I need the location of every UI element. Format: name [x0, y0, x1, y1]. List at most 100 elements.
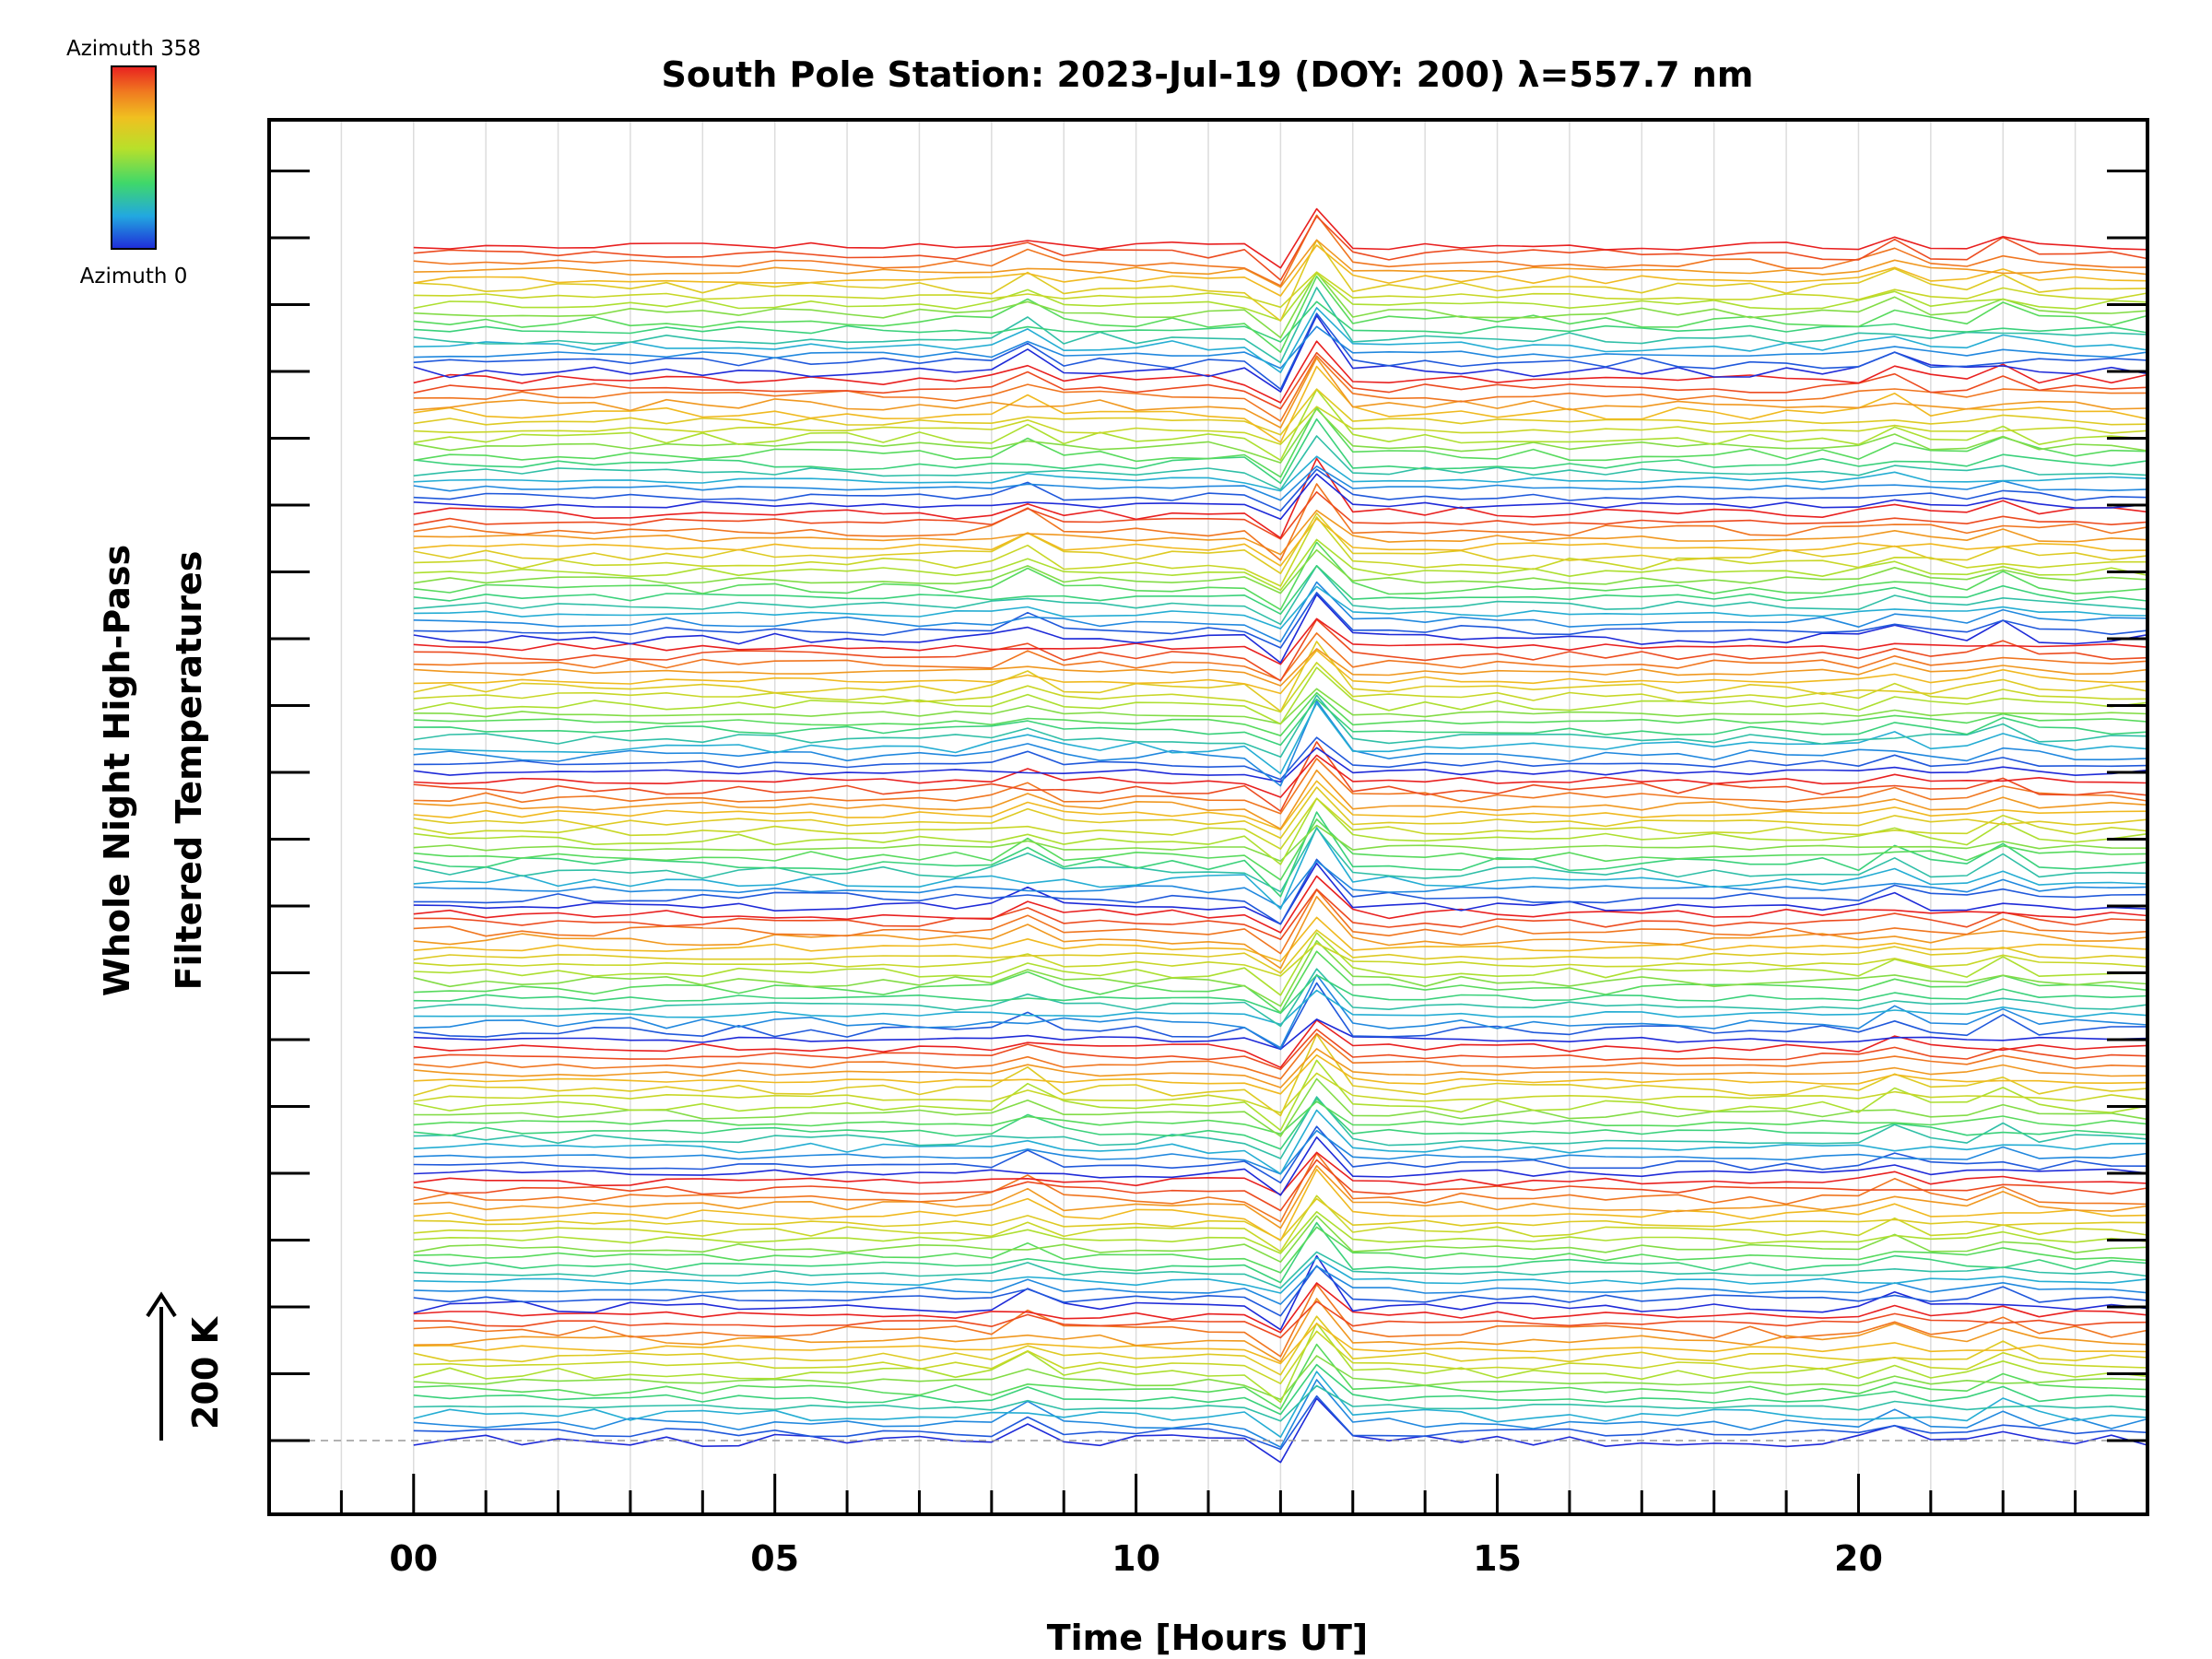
- series-line: [413, 215, 2148, 281]
- series-line: [413, 1096, 2148, 1159]
- scale-label: 200 K: [185, 1315, 226, 1430]
- series-line: [413, 1072, 2148, 1114]
- series-line: [413, 1053, 2148, 1095]
- series-line: [413, 516, 2147, 587]
- series-line: [413, 1032, 2148, 1080]
- traces: [413, 207, 2148, 1464]
- series-line: [413, 1343, 2148, 1410]
- series-line: [413, 1394, 2148, 1451]
- x-tick-label: 15: [1473, 1538, 1522, 1579]
- series-line: [413, 618, 2148, 665]
- series-line: [413, 700, 2148, 787]
- series-line: [413, 888, 2148, 941]
- series-line: [413, 797, 2148, 850]
- series-line: [413, 1330, 2148, 1384]
- series-line: [413, 244, 2148, 297]
- series-line: [413, 355, 2148, 422]
- series-line: [413, 1169, 2148, 1241]
- series-line: [413, 1254, 2148, 1331]
- series-line: [413, 1363, 2148, 1416]
- series-line: [413, 517, 2148, 567]
- series-line: [413, 1355, 2148, 1401]
- series-line: [413, 875, 2148, 934]
- series-line: [413, 858, 2148, 925]
- series-line: [413, 312, 2148, 391]
- series-line: [413, 473, 2148, 521]
- series-line: [413, 307, 2148, 373]
- series-line: [413, 747, 2148, 783]
- series-line: [413, 736, 2148, 781]
- series-line: [413, 698, 2148, 747]
- series-line: [413, 929, 2148, 974]
- series-line: [413, 932, 2148, 996]
- series-line: [413, 666, 2148, 725]
- series-line: [413, 888, 2148, 955]
- series-line: [413, 455, 2148, 492]
- series-line: [413, 818, 2148, 881]
- series-line: [413, 1251, 2148, 1289]
- series-line: [413, 973, 2148, 1049]
- series-line: [413, 618, 2148, 682]
- series-line: [413, 860, 2148, 909]
- series-line: [413, 989, 2148, 1026]
- scale-arrow-head: [146, 1291, 177, 1318]
- series-line: [413, 702, 2148, 775]
- series-line: [413, 824, 2148, 863]
- series-line: [413, 512, 2148, 575]
- series-line: [413, 406, 2148, 445]
- series-line: [413, 1048, 2148, 1088]
- colorbar-bottom-label: Azimuth 0: [80, 265, 188, 288]
- series-line: [413, 457, 2148, 539]
- x-axis-label: Time [Hours UT]: [1047, 1618, 1369, 1658]
- series-line: [413, 564, 2148, 626]
- series-line: [413, 1322, 2148, 1404]
- series-line: [413, 1384, 2148, 1422]
- series-line: [413, 1265, 2148, 1317]
- series-line: [413, 780, 2148, 831]
- series-line: [413, 942, 2148, 977]
- series-line: [413, 1125, 2148, 1184]
- x-tick-label: 20: [1834, 1538, 1883, 1579]
- series-line: [413, 357, 2148, 429]
- series-line: [413, 1282, 2148, 1334]
- series-line: [413, 1283, 2148, 1358]
- x-tick-label: 10: [1112, 1538, 1160, 1579]
- series-line: [413, 418, 2148, 485]
- series-line: [413, 694, 2148, 759]
- series-line: [413, 1165, 2148, 1230]
- series-line: [413, 406, 2148, 478]
- series-line: [413, 483, 2148, 561]
- series-line: [413, 1059, 2148, 1132]
- series-line: [413, 1019, 2148, 1068]
- series-line: [413, 325, 2148, 370]
- y-ticks: [269, 170, 2147, 1442]
- series-line: [413, 1265, 2148, 1305]
- series-line: [413, 649, 2148, 695]
- series-line: [413, 916, 2148, 962]
- series-line: [413, 691, 2148, 737]
- series-line: [413, 1029, 2148, 1071]
- series-line: [413, 1256, 2148, 1294]
- series-line: [413, 1211, 2148, 1254]
- series-line: [413, 1379, 2148, 1448]
- series-line: [413, 811, 2148, 898]
- series-line: [413, 275, 2148, 353]
- series-line: [413, 648, 2148, 687]
- series-line: [413, 594, 2148, 664]
- series-line: [413, 1152, 2148, 1223]
- series-line: [413, 541, 2148, 611]
- series-line: [413, 1100, 2148, 1135]
- series-line: [413, 754, 2148, 798]
- series-line: [413, 1397, 2148, 1464]
- series-line: [413, 509, 2148, 556]
- series-line: [413, 1033, 2148, 1117]
- series-line: [413, 1300, 2148, 1339]
- series-line: [413, 468, 2148, 512]
- series-line: [413, 741, 2148, 812]
- series-line: [413, 585, 2148, 629]
- series-line: [413, 388, 2148, 462]
- series-line: [413, 271, 2148, 339]
- x-tick-label: 05: [750, 1538, 799, 1579]
- series-line: [413, 982, 2148, 1051]
- series-line: [413, 407, 2148, 464]
